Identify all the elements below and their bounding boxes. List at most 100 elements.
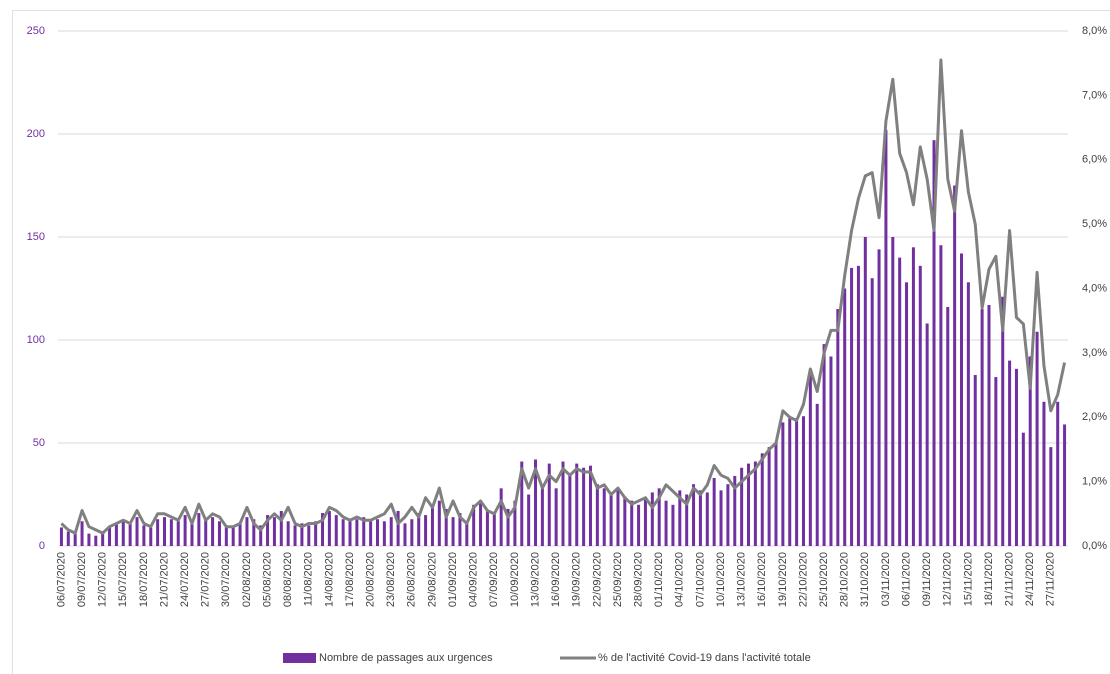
bar (664, 500, 668, 546)
bar (499, 488, 503, 546)
bar (973, 375, 977, 546)
bar (815, 403, 819, 546)
bar (1014, 368, 1018, 546)
bar (128, 523, 132, 546)
bar (87, 533, 91, 546)
bar (472, 504, 476, 546)
x-tick-label: 07/09/2020 (488, 552, 500, 607)
bar (465, 521, 469, 546)
bar (417, 513, 421, 546)
bar (272, 517, 276, 546)
bar (891, 237, 895, 546)
y-tick-label: 0 (39, 540, 45, 552)
bar (231, 527, 235, 546)
bar (1056, 401, 1060, 546)
bar (403, 523, 407, 546)
bar (197, 513, 201, 546)
x-tick-label: 25/10/2020 (818, 552, 830, 607)
bar (1028, 356, 1032, 546)
bar (382, 521, 386, 546)
y2-tick-label: 2,0% (1082, 411, 1107, 423)
x-tick-label: 27/11/2020 (1045, 552, 1057, 606)
x-tick-label: 30/07/2020 (220, 552, 232, 607)
bar (781, 422, 785, 546)
bar (183, 515, 187, 546)
bar (224, 525, 228, 546)
x-tick-label: 12/11/2020 (942, 552, 954, 606)
bar (925, 323, 929, 546)
bar (966, 282, 970, 546)
x-tick-label: 10/10/2020 (715, 552, 727, 607)
x-tick-label: 01/09/2020 (447, 552, 459, 607)
bar (698, 490, 702, 546)
x-tick-label: 26/08/2020 (406, 552, 418, 607)
x-tick-label: 06/11/2020 (900, 552, 912, 606)
bar (616, 490, 620, 546)
bar (582, 467, 586, 546)
bar (671, 504, 675, 546)
bar (602, 488, 606, 546)
x-tick-label: 17/08/2020 (344, 552, 356, 607)
bar (911, 247, 915, 547)
bar (884, 129, 888, 546)
x-tick-label: 02/08/2020 (241, 552, 253, 607)
y-tick-label: 50 (33, 437, 45, 449)
bar (101, 531, 105, 546)
bar (506, 508, 510, 546)
bar (410, 519, 414, 546)
bar (705, 492, 709, 546)
y2-tick-label: 8,0% (1082, 25, 1107, 37)
bar (829, 356, 833, 546)
bar (80, 521, 84, 546)
bar (1008, 360, 1012, 546)
bar (918, 265, 922, 546)
bar (286, 521, 290, 546)
bar (623, 496, 627, 546)
bar (753, 461, 757, 546)
bar (527, 494, 531, 546)
y2-tick-label: 7,0% (1082, 89, 1107, 101)
bar (73, 533, 77, 546)
bar (774, 443, 778, 546)
bar (932, 140, 936, 546)
bar (843, 288, 847, 546)
x-tick-label: 14/08/2020 (323, 552, 335, 607)
x-tick-label: 10/09/2020 (509, 552, 521, 607)
bar (953, 185, 957, 546)
bar (1021, 432, 1025, 546)
y2-tick-label: 4,0% (1082, 282, 1107, 294)
bar (135, 517, 139, 546)
bar (898, 257, 902, 546)
bar (121, 521, 125, 546)
bar (863, 237, 867, 546)
x-tick-label: 15/11/2020 (962, 552, 974, 606)
bar (960, 253, 964, 547)
bar (492, 513, 496, 546)
x-tick-label: 05/08/2020 (261, 552, 273, 607)
x-tick-label: 28/09/2020 (632, 552, 644, 607)
y2-tick-label: 1,0% (1082, 476, 1107, 488)
bar (375, 519, 379, 546)
bar (877, 249, 881, 547)
x-tick-label: 28/10/2020 (839, 552, 851, 607)
bar (169, 519, 173, 546)
bar (767, 447, 771, 546)
bar (554, 488, 558, 546)
y-tick-label: 150 (27, 231, 45, 243)
bar (217, 521, 221, 546)
y-tick-label: 100 (27, 334, 45, 346)
x-tick-label: 31/10/2020 (859, 552, 871, 607)
bar (300, 523, 304, 546)
bar (149, 527, 153, 546)
bar (142, 525, 146, 546)
bar (334, 515, 338, 546)
bar (327, 510, 331, 546)
bar (114, 523, 118, 546)
bar (1049, 447, 1053, 546)
bar (430, 506, 434, 546)
bar (795, 418, 799, 546)
bar (801, 416, 805, 546)
bar (424, 515, 428, 546)
bar (568, 473, 572, 546)
